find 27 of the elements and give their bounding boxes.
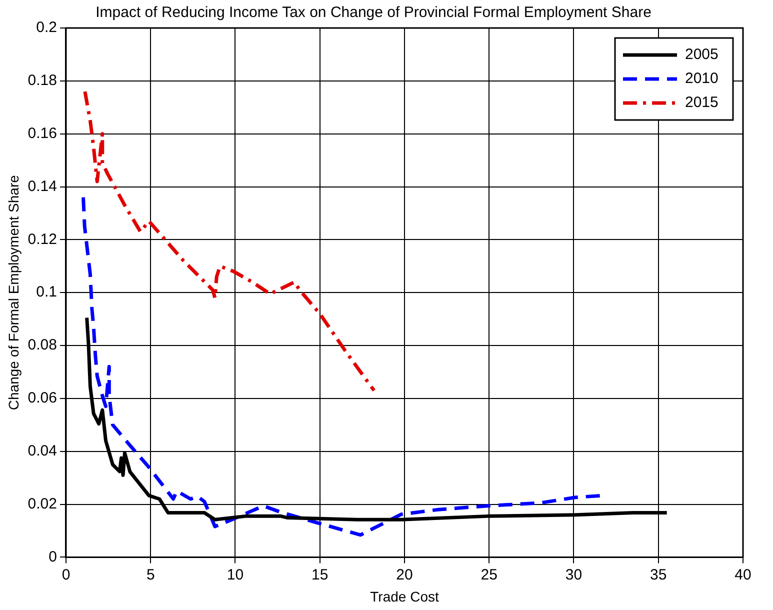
x-tick-label: 0 xyxy=(62,566,70,584)
x-tick-label: 5 xyxy=(146,566,155,584)
x-tick-label: 10 xyxy=(226,566,244,584)
y-tick-label: 0.1 xyxy=(36,284,57,301)
y-tick-label: 0 xyxy=(48,548,57,566)
y-tick-label: 0.08 xyxy=(28,336,57,354)
y-tick-label: 0.16 xyxy=(28,124,57,142)
legend-label: 2015 xyxy=(685,94,718,112)
chart-title: Impact of Reducing Income Tax on Change of Provincial Formal Employment Share xyxy=(96,4,652,22)
y-tick-label: 0.04 xyxy=(28,442,57,460)
line-series xyxy=(83,90,376,392)
x-tick-label: 25 xyxy=(480,566,498,584)
y-tick-label: 0.2 xyxy=(36,19,57,36)
x-tick-label: 15 xyxy=(312,566,328,584)
x-tick-label: 35 xyxy=(650,566,667,584)
x-tick-label: 30 xyxy=(565,566,582,584)
legend-label: 2010 xyxy=(685,70,718,88)
legend-label: 2005 xyxy=(685,46,718,64)
y-tick-label: 0.12 xyxy=(28,230,57,248)
x-tick-label: 20 xyxy=(396,566,413,584)
y-tick-label: 0.14 xyxy=(28,178,57,195)
y-tick-label: 0.02 xyxy=(28,495,57,512)
x-axis-title: Trade Cost xyxy=(370,588,439,604)
y-tick-label: 0.06 xyxy=(28,390,57,407)
y-tick-label: 0.18 xyxy=(28,72,57,90)
x-tick-label: 40 xyxy=(734,566,752,584)
y-axis-title: Change of Formal Employment Share xyxy=(5,174,22,410)
